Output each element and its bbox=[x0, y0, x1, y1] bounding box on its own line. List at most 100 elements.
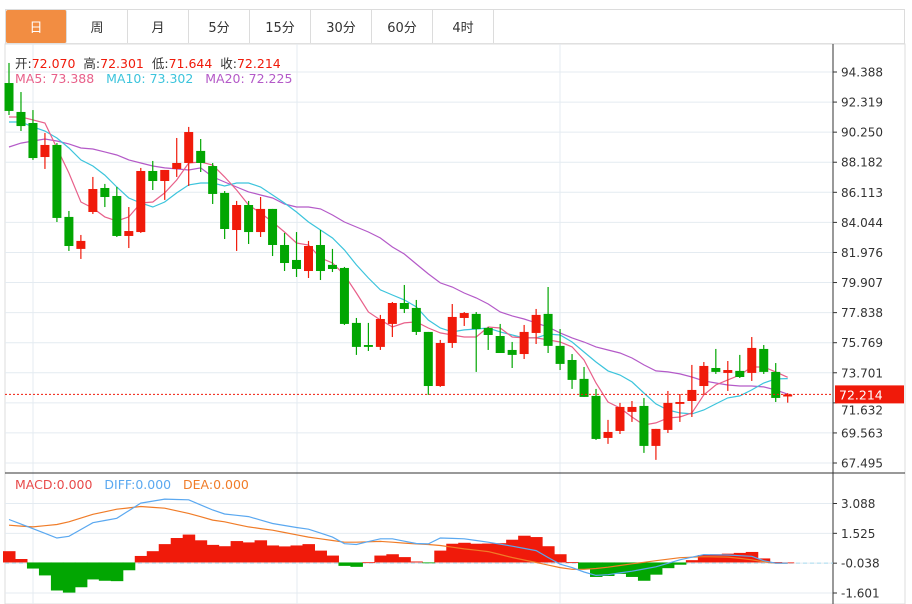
macd-bar bbox=[410, 561, 423, 563]
close-label: 收: bbox=[220, 56, 237, 71]
candle bbox=[591, 388, 601, 440]
candle-body bbox=[40, 144, 50, 158]
macd-tick-label: 3.088 bbox=[841, 497, 875, 511]
candle bbox=[172, 137, 182, 177]
candle bbox=[471, 312, 481, 372]
last-price-label: 72.214 bbox=[839, 387, 883, 402]
macd-bar bbox=[602, 562, 615, 576]
macd-bar bbox=[302, 544, 315, 563]
price-tick-label: 81.976 bbox=[841, 246, 883, 260]
candle-body bbox=[112, 195, 122, 236]
macd-bar bbox=[350, 562, 363, 567]
candle-body bbox=[244, 205, 254, 233]
macd-bar bbox=[518, 535, 531, 563]
dea-legend-value: DEA:0.000 bbox=[183, 477, 249, 492]
candle-body bbox=[759, 348, 769, 372]
price-tick-label: 77.838 bbox=[841, 306, 883, 320]
candle-body bbox=[292, 259, 302, 269]
candle-body bbox=[471, 313, 481, 330]
candle bbox=[555, 329, 565, 371]
low-label: 低: bbox=[151, 56, 169, 71]
candle-body bbox=[495, 336, 505, 354]
macd-bar bbox=[422, 562, 435, 564]
macd-bar bbox=[14, 559, 28, 563]
candle-body bbox=[783, 394, 793, 397]
tab-day[interactable]: 日 bbox=[6, 10, 67, 43]
candle bbox=[304, 240, 313, 278]
candle bbox=[735, 354, 745, 379]
candle-body bbox=[100, 187, 110, 198]
macd-bar bbox=[182, 534, 196, 563]
tab-30min[interactable]: 30分 bbox=[311, 10, 372, 43]
macd-bar bbox=[458, 542, 471, 563]
macd-bar bbox=[374, 555, 387, 563]
tab-4hour[interactable]: 4时 bbox=[433, 10, 494, 43]
ohlc-legend: 开:72.070 高:72.301 低:71.644 收:72.214 bbox=[15, 53, 281, 72]
candle-body bbox=[771, 371, 781, 398]
open-value: 72.070 bbox=[31, 56, 76, 71]
tab-week[interactable]: 周 bbox=[67, 10, 128, 43]
macd-bar bbox=[206, 544, 220, 563]
candle bbox=[783, 393, 793, 403]
candle bbox=[543, 287, 553, 354]
candle-body bbox=[531, 314, 541, 333]
candle-body bbox=[315, 244, 325, 272]
candle-body bbox=[675, 402, 685, 404]
candle bbox=[495, 323, 505, 354]
macd-bar bbox=[673, 562, 687, 565]
candle-body bbox=[363, 345, 373, 347]
candle-body bbox=[747, 347, 757, 373]
macd-bar bbox=[218, 546, 232, 563]
tab-month[interactable]: 月 bbox=[128, 10, 189, 43]
candle-body bbox=[579, 378, 589, 397]
candle bbox=[675, 394, 685, 422]
macd-bar bbox=[434, 550, 447, 563]
tab-60min[interactable]: 60分 bbox=[372, 10, 433, 43]
candle bbox=[208, 162, 218, 204]
candle bbox=[136, 167, 146, 233]
price-tick-label: 67.495 bbox=[841, 457, 883, 471]
price-tick-label: 92.319 bbox=[841, 96, 883, 110]
macd-bar bbox=[685, 560, 699, 563]
macd-bar bbox=[290, 545, 304, 563]
high-value: 72.301 bbox=[100, 56, 144, 71]
candle-body bbox=[519, 331, 529, 355]
ma20-line bbox=[8, 138, 788, 395]
candle bbox=[699, 362, 709, 395]
macd-bar bbox=[386, 554, 399, 563]
tab-5min[interactable]: 5分 bbox=[189, 10, 250, 43]
candle-body bbox=[543, 313, 553, 346]
candle bbox=[603, 419, 613, 444]
macd-bar bbox=[38, 562, 52, 576]
candle-body bbox=[256, 208, 266, 233]
macd-bar bbox=[542, 546, 555, 563]
candle bbox=[124, 207, 134, 249]
macd-bar bbox=[194, 540, 208, 563]
macd-bar bbox=[266, 545, 280, 563]
ma5-legend: MA5: 73.388 bbox=[15, 71, 95, 86]
macd-bar bbox=[530, 537, 543, 563]
macd-bar bbox=[158, 544, 172, 563]
macd-bar bbox=[362, 562, 375, 564]
price-tick-label: 88.182 bbox=[841, 156, 883, 170]
candle-body bbox=[76, 240, 86, 249]
candle-body bbox=[220, 192, 230, 229]
candle-body bbox=[88, 189, 98, 212]
dea-line bbox=[8, 505, 788, 570]
tab-15min[interactable]: 15分 bbox=[250, 10, 311, 43]
macd-bar bbox=[254, 540, 268, 563]
ma10-legend: MA10: 73.302 bbox=[106, 71, 194, 86]
macd-bar bbox=[590, 562, 603, 577]
candle bbox=[280, 232, 290, 272]
macd-tick-label: -1.601 bbox=[841, 587, 880, 601]
candle-body bbox=[435, 342, 445, 387]
macd-bar bbox=[62, 562, 76, 593]
candle bbox=[459, 312, 469, 326]
macd-bar bbox=[637, 562, 651, 581]
candle-body bbox=[423, 331, 433, 387]
period-tabs: 日 周 月 5分 15分 30分 60分 4时 bbox=[5, 9, 905, 44]
macd-bar bbox=[398, 557, 411, 563]
price-tick-label: 75.769 bbox=[841, 336, 883, 350]
close-value: 72.214 bbox=[236, 56, 281, 71]
